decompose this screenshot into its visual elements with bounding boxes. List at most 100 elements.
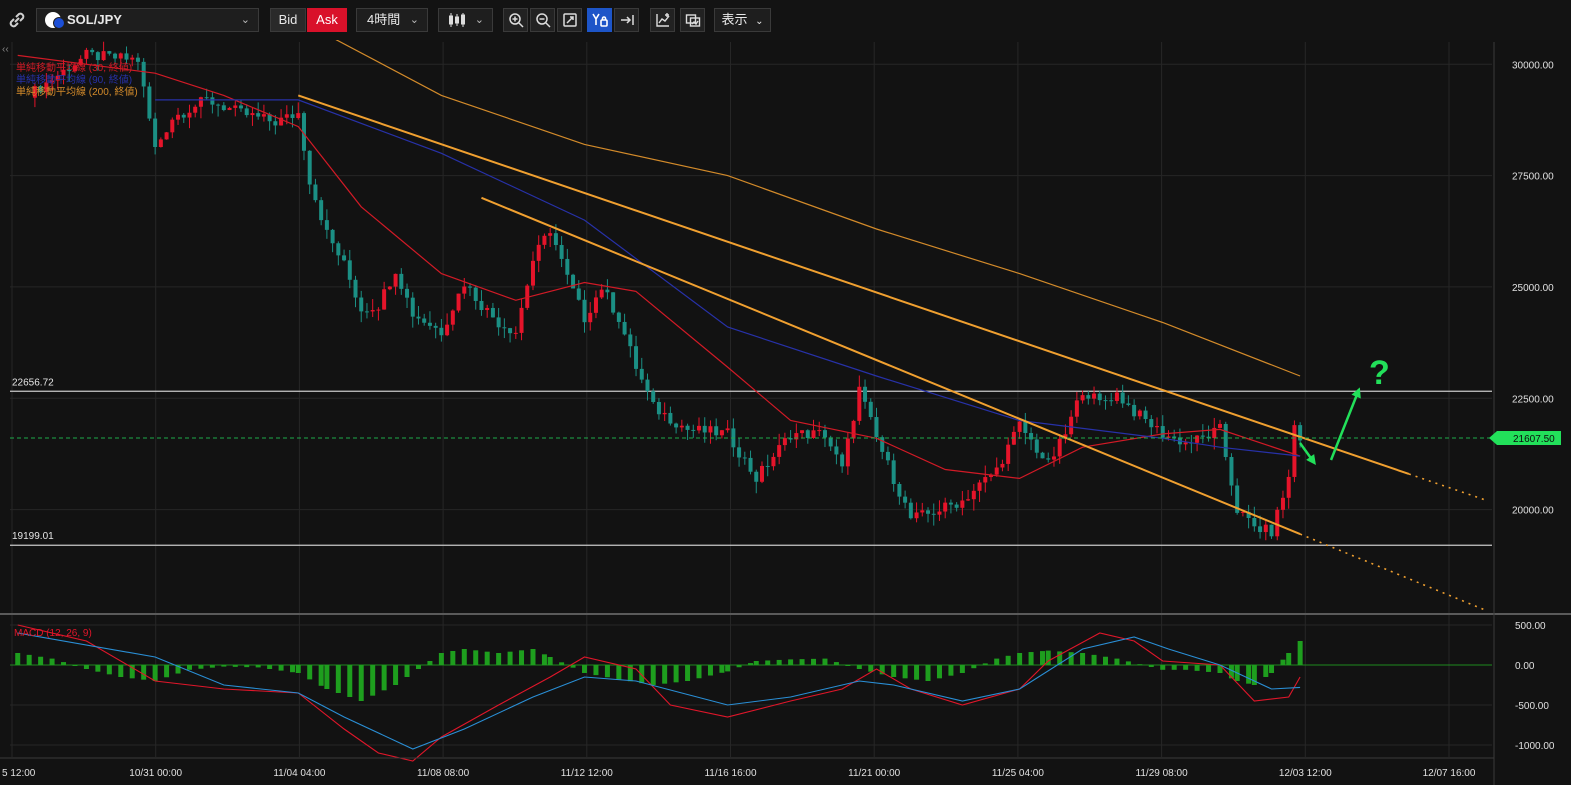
candle-body bbox=[84, 49, 89, 59]
candle-body bbox=[628, 334, 633, 347]
candle-body bbox=[1092, 393, 1097, 399]
annotation-question-mark: ? bbox=[1369, 354, 1390, 392]
candle-body bbox=[1086, 395, 1091, 399]
candle-body bbox=[519, 307, 524, 333]
macd-histogram-bar bbox=[1269, 665, 1275, 673]
candle-body bbox=[834, 446, 839, 455]
candle-body bbox=[382, 289, 387, 310]
macd-histogram-bar bbox=[1091, 654, 1097, 665]
candle-body bbox=[977, 482, 982, 491]
candle-body bbox=[301, 113, 306, 151]
symbol-selector[interactable]: SOL/JPY ⌄ bbox=[36, 8, 259, 32]
macd-histogram-bar bbox=[1137, 664, 1143, 666]
candle-body bbox=[599, 289, 604, 298]
macd-histogram-bar bbox=[49, 658, 55, 665]
macd-histogram-bar bbox=[324, 665, 330, 689]
auto-scale-button[interactable] bbox=[587, 8, 612, 32]
candle-body bbox=[1240, 511, 1245, 513]
indicator-button[interactable] bbox=[650, 8, 675, 32]
fit-button[interactable] bbox=[557, 8, 582, 32]
candle-body bbox=[1280, 497, 1285, 510]
macd-histogram-bar bbox=[845, 665, 851, 666]
candle-body bbox=[67, 69, 72, 72]
view-menu-button[interactable]: 表示 ⌄ bbox=[714, 8, 771, 32]
zoom-out-button[interactable] bbox=[530, 8, 555, 32]
candle-body bbox=[1155, 426, 1160, 428]
candle-body bbox=[679, 425, 684, 428]
macd-histogram-bar bbox=[370, 665, 376, 696]
macd-histogram-bar bbox=[593, 665, 599, 676]
candle-body bbox=[931, 513, 936, 515]
candle-body bbox=[113, 53, 118, 59]
scroll-to-end-button[interactable] bbox=[614, 8, 639, 32]
zoom-in-button[interactable] bbox=[503, 8, 528, 32]
candle-body bbox=[719, 430, 724, 436]
candle-body bbox=[359, 297, 364, 312]
price-axis-tick-label: 22500.00 bbox=[1512, 394, 1554, 405]
candle-body bbox=[1160, 426, 1165, 438]
candle-body bbox=[427, 322, 432, 326]
candle-body bbox=[668, 412, 673, 424]
candle-body bbox=[948, 502, 953, 505]
ask-button[interactable]: Ask bbox=[307, 8, 347, 32]
macd-histogram-bar bbox=[290, 665, 296, 673]
candle-body bbox=[863, 386, 868, 402]
macd-histogram-bar bbox=[1171, 665, 1177, 670]
compare-button[interactable] bbox=[680, 8, 705, 32]
candle-body bbox=[885, 451, 890, 461]
macd-histogram-bar bbox=[799, 659, 805, 665]
candle-body bbox=[508, 328, 513, 334]
macd-histogram-bar bbox=[164, 665, 170, 678]
candle-body bbox=[353, 279, 358, 298]
candle-body bbox=[1114, 392, 1119, 401]
candle-body bbox=[473, 287, 478, 301]
candle-body bbox=[1212, 427, 1217, 439]
macd-histogram-bar bbox=[347, 665, 353, 697]
macd-histogram-bar bbox=[868, 665, 874, 672]
ma-legend-label: 単純移動平均線 (200, 終値) bbox=[16, 85, 138, 98]
timeframe-selector[interactable]: 4時間 ⌄ bbox=[356, 8, 428, 32]
macd-histogram-bar bbox=[118, 665, 124, 677]
candle-body bbox=[926, 510, 931, 514]
chevron-down-icon: ⌄ bbox=[755, 16, 764, 27]
macd-histogram-bar bbox=[650, 665, 656, 685]
auto-scale-icon bbox=[591, 13, 608, 27]
macd-series-line bbox=[17, 632, 1301, 750]
time-axis-tick-label: 12/03 12:00 bbox=[1279, 768, 1332, 779]
candle-body bbox=[571, 274, 576, 289]
candle-body bbox=[450, 310, 455, 325]
macd-histogram-bar bbox=[244, 665, 250, 668]
candle-body bbox=[1063, 434, 1068, 439]
bid-button[interactable]: Bid bbox=[270, 8, 306, 32]
macd-histogram-bar bbox=[1280, 659, 1286, 665]
macd-histogram-bar bbox=[1297, 641, 1303, 665]
current-price-badge bbox=[1489, 430, 1561, 445]
scroll-to-end-icon bbox=[620, 15, 634, 25]
candle-body bbox=[72, 65, 77, 72]
link-icon[interactable] bbox=[6, 9, 28, 31]
candle-body bbox=[267, 114, 272, 122]
chevron-down-icon: ⌄ bbox=[240, 14, 250, 26]
chart-area[interactable]: 22656.72 19199.01 単純移動平均線 (30, 終値) 単純移動平均線 … bbox=[0, 40, 1571, 785]
macd-histogram-bar bbox=[582, 665, 588, 673]
chart-type-selector[interactable]: ⌄ bbox=[438, 8, 493, 32]
macd-histogram-bar bbox=[1160, 665, 1166, 670]
candle-body bbox=[605, 289, 610, 293]
candle-body bbox=[542, 235, 547, 245]
macd-histogram-bar bbox=[1125, 661, 1131, 665]
macd-histogram-bar bbox=[38, 656, 44, 665]
candle-body bbox=[1195, 435, 1200, 443]
candle-body bbox=[697, 425, 702, 431]
candle-body bbox=[651, 391, 656, 403]
macd-histogram-bar bbox=[994, 658, 1000, 665]
time-axis-tick-label: 11/21 00:00 bbox=[848, 768, 901, 779]
candle-body bbox=[771, 456, 776, 467]
candle-body bbox=[181, 114, 186, 118]
candle-body bbox=[1258, 526, 1263, 533]
candle-body bbox=[737, 447, 742, 458]
indicator-icon bbox=[655, 13, 670, 27]
macd-histogram-bar bbox=[936, 665, 942, 679]
candle-body bbox=[742, 457, 747, 459]
macd-histogram-bar bbox=[1251, 665, 1257, 685]
